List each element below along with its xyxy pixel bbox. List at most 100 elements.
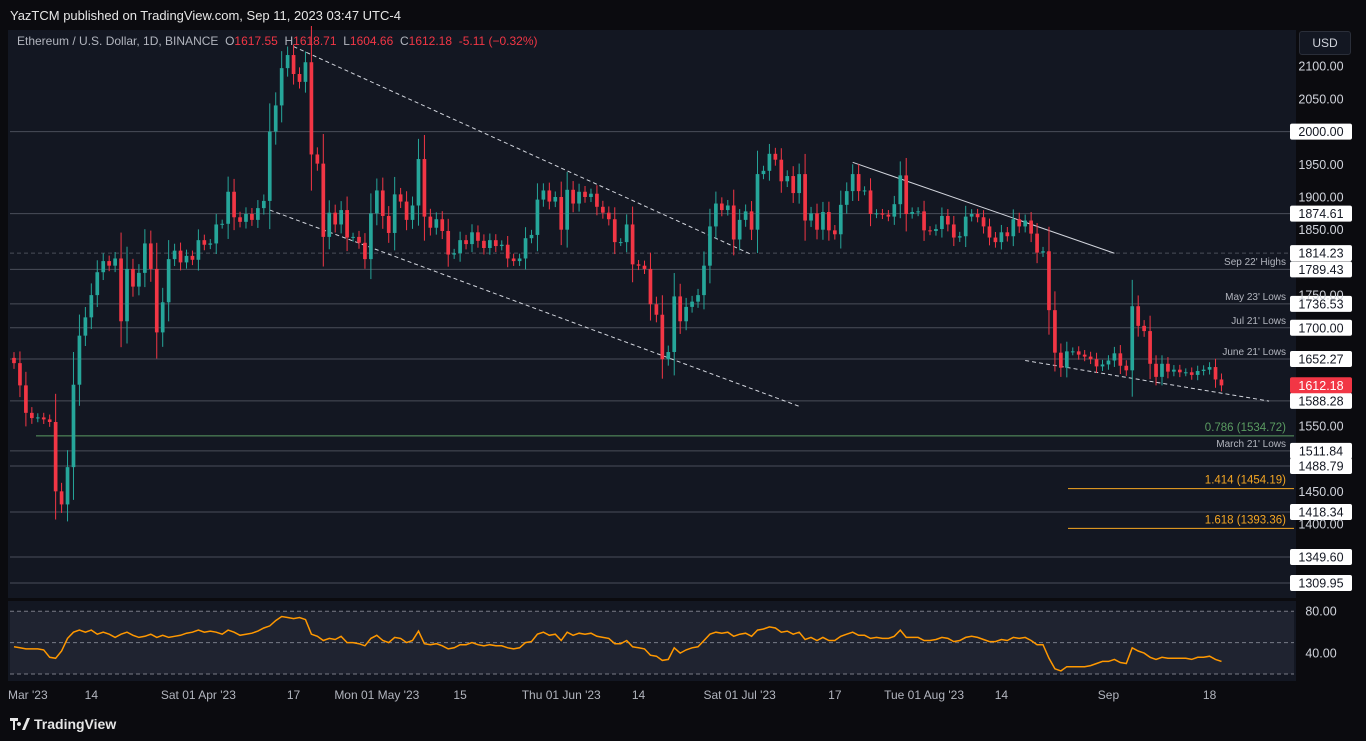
candle-body-127 (767, 153, 772, 171)
x-tick-10: Tue 01 Aug '23 (884, 688, 964, 702)
candle-body-45 (279, 68, 284, 106)
tradingview-logo[interactable]: TradingView (10, 716, 116, 732)
legend-high-label: H (284, 34, 294, 48)
candle-body-69 (422, 159, 427, 217)
candle-body-100 (606, 212, 611, 220)
candle-body-35 (220, 223, 225, 225)
candle-body-193 (1160, 363, 1164, 377)
candle-body-181 (1088, 356, 1093, 360)
candle-body-82 (499, 244, 504, 247)
candle-body-190 (1142, 325, 1146, 332)
candle-body-188 (1130, 306, 1135, 371)
candle-body-180 (1082, 354, 1087, 357)
candle-body-65 (398, 194, 403, 202)
legend-change: -5.11 (−0.32%) (458, 34, 538, 48)
candle-body-121 (731, 205, 736, 240)
level-note-2: Sep 22' Highs (1224, 257, 1286, 268)
candle-body-195 (1172, 369, 1176, 372)
fib-label-0: 0.786 (1534.72) (1205, 422, 1286, 434)
candle-body-86 (523, 238, 528, 259)
currency-button[interactable]: USD (1299, 31, 1351, 55)
level-note-4: May 23' Lows (1225, 292, 1286, 303)
candle-body-134 (809, 213, 813, 221)
legend-symbol[interactable]: Ethereum / U.S. Dollar, 1D, BINANCE (17, 34, 219, 48)
price-tick-8: 1400.00 (1298, 518, 1343, 532)
candle-body-149 (898, 175, 903, 205)
candle-body-48 (297, 74, 302, 82)
time-axis[interactable] (0, 684, 1296, 706)
tradingview-logo-icon (10, 718, 30, 730)
price-label-bg-12 (1290, 574, 1352, 591)
candle-body-126 (761, 170, 766, 175)
candle-body-7 (53, 422, 58, 492)
legend-close: 1612.18 (408, 34, 453, 48)
candle-body-196 (1177, 369, 1182, 373)
candle-body-71 (434, 219, 439, 228)
price-label-bg-4 (1290, 295, 1352, 312)
candle-body-3 (30, 412, 34, 419)
candle-body-111 (672, 296, 677, 353)
candle-body-2 (24, 385, 28, 413)
candle-body-167 (1005, 232, 1010, 237)
price-label-2: 1814.23 (1298, 247, 1343, 261)
candle-body-124 (749, 211, 754, 230)
candle-body-99 (601, 206, 605, 213)
price-label-5: 1700.00 (1298, 321, 1343, 335)
fib-label-1: 1.414 (1454.19) (1205, 475, 1286, 487)
candle-body-59 (363, 242, 367, 260)
candle-body-8 (59, 491, 64, 505)
candle-body-132 (797, 174, 801, 194)
candle-body-148 (892, 204, 897, 217)
candle-body-77 (470, 232, 474, 245)
current-price-label: 1612.18 (1298, 379, 1343, 393)
candle-body-185 (1112, 353, 1117, 361)
candle-body-145 (874, 213, 879, 215)
candle-body-172 (1035, 233, 1039, 253)
candle-body-104 (630, 224, 635, 265)
price-tick-5: 1750.00 (1298, 289, 1343, 303)
candle-body-97 (589, 193, 593, 197)
candle-body-18 (119, 258, 123, 322)
price-label-12: 1309.95 (1298, 576, 1343, 590)
candle-body-37 (232, 191, 236, 218)
candle-body-192 (1154, 363, 1158, 377)
candle-body-131 (791, 176, 796, 194)
legend-low-label: L (343, 34, 350, 48)
candle-body-123 (743, 211, 748, 220)
x-tick-2: Sat 01 Apr '23 (161, 688, 236, 702)
candle-body-73 (446, 231, 451, 255)
candle-body-164 (987, 226, 992, 238)
candle-body-27 (172, 250, 177, 260)
price-tick-0: 2100.00 (1298, 60, 1343, 74)
candle-body-16 (107, 261, 112, 266)
candle-body-51 (315, 154, 320, 164)
candle-body-93 (565, 189, 570, 230)
legend-low: 1604.66 (349, 34, 394, 48)
candle-body-177 (1064, 351, 1069, 368)
price-label-9: 1488.79 (1298, 459, 1343, 473)
price-tick-4: 1850.00 (1298, 223, 1343, 237)
price-label-bg-3 (1290, 261, 1352, 278)
price-tick-7: 1450.00 (1298, 485, 1343, 499)
candle-body-203 (1219, 379, 1224, 386)
x-tick-0: Mar '23 (8, 688, 48, 702)
candle-body-156 (940, 215, 944, 230)
candle-body-130 (785, 176, 790, 182)
candle-body-30 (190, 255, 195, 260)
footer: TradingView (0, 706, 1366, 741)
price-pane[interactable] (8, 30, 1296, 598)
price-label-6: 1652.27 (1298, 353, 1343, 367)
candle-body-81 (493, 240, 498, 247)
candle-body-62 (380, 190, 385, 216)
x-tick-5: 15 (453, 688, 467, 702)
candle-body-12 (83, 317, 88, 336)
candle-body-105 (636, 264, 641, 266)
candle-body-170 (1023, 220, 1028, 227)
candle-body-117 (708, 226, 712, 266)
candle-body-34 (214, 224, 219, 244)
candle-body-102 (618, 242, 623, 244)
candle-body-199 (1195, 370, 1200, 375)
candle-body-23 (148, 243, 153, 269)
candle-body-13 (89, 295, 94, 318)
